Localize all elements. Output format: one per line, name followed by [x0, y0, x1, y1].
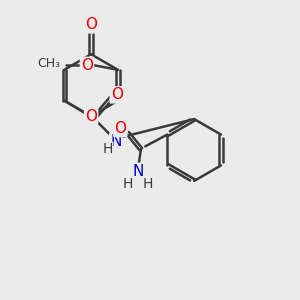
Text: O: O	[85, 17, 97, 32]
Text: O: O	[111, 87, 123, 102]
Text: H: H	[143, 177, 153, 191]
Text: N: N	[132, 164, 144, 179]
Text: O: O	[81, 58, 93, 73]
Text: CH₃: CH₃	[37, 57, 61, 70]
Text: O: O	[85, 109, 97, 124]
Text: H: H	[122, 177, 133, 191]
Text: H: H	[103, 142, 113, 156]
Text: N: N	[110, 134, 122, 149]
Text: O: O	[114, 121, 126, 136]
